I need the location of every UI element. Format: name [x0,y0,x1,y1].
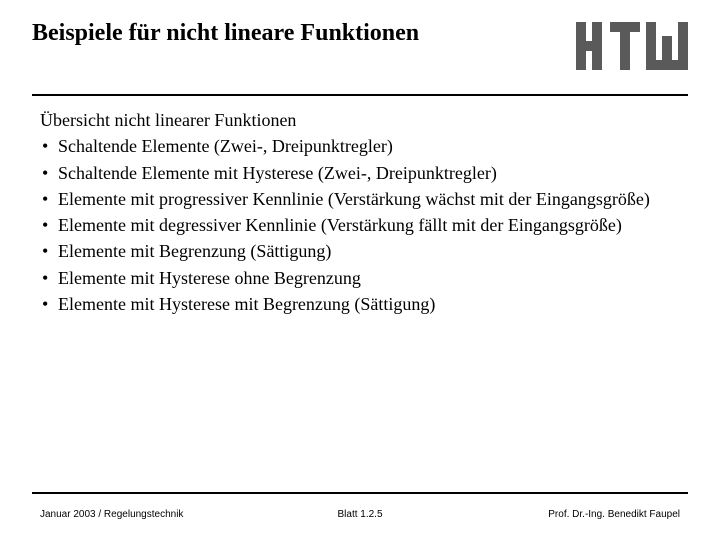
overview-heading: Übersicht nicht linearer Funktionen [40,108,680,132]
footer: Januar 2003 / Regelungstechnik Blatt 1.2… [40,509,680,520]
list-item: Elemente mit Begrenzung (Sättigung) [40,239,680,263]
list-item: Elemente mit degressiver Kennlinie (Vers… [40,213,680,237]
list-item: Elemente mit progressiver Kennlinie (Ver… [40,187,680,211]
list-item: Elemente mit Hysterese ohne Begrenzung [40,266,680,290]
list-item: Schaltende Elemente (Zwei-, Dreipunktreg… [40,134,680,158]
bullet-list: Schaltende Elemente (Zwei-, Dreipunktreg… [40,134,680,316]
footer-right: Prof. Dr.-Ing. Benedikt Faupel [548,509,680,520]
footer-left: Januar 2003 / Regelungstechnik [40,509,183,520]
list-item: Elemente mit Hysterese mit Begrenzung (S… [40,292,680,316]
list-item: Schaltende Elemente mit Hysterese (Zwei-… [40,161,680,185]
divider-top [32,94,688,96]
htw-logo-icon [576,22,688,75]
body: Übersicht nicht linearer Funktionen Scha… [40,108,680,318]
slide: Beispiele für nicht lineare Funktionen Ü… [0,0,720,540]
footer-center: Blatt 1.2.5 [337,509,382,520]
page-title: Beispiele für nicht lineare Funktionen [32,18,419,48]
divider-bottom [32,492,688,494]
header: Beispiele für nicht lineare Funktionen [32,18,688,75]
